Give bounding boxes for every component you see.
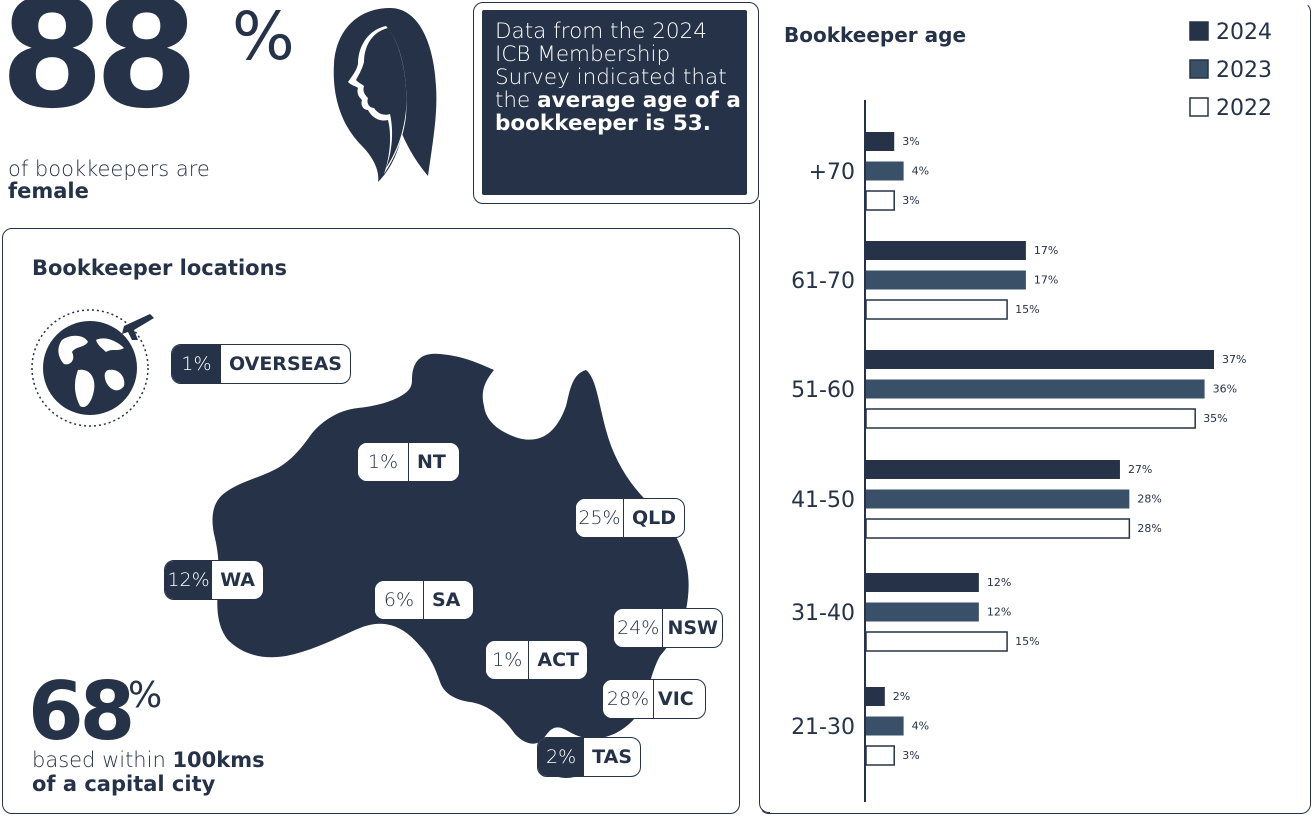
bar-value-label: 17% [1034,274,1058,287]
location-pct: 28% [603,680,654,718]
bar [865,518,1131,539]
bar-value-label: 27% [1128,463,1152,476]
bar [865,190,895,211]
bar [865,631,1008,652]
location-state: ACT [537,649,579,671]
chart-title: Bookkeeper age [784,23,966,47]
info-box-text: Data from the 2024 ICB Membership Survey… [495,20,743,135]
legend-swatch [1189,59,1209,79]
location-pill-qld: 25% QLD [575,498,685,538]
bar-value-label: 2% [893,690,910,703]
bar-value-label: 15% [1015,635,1039,648]
bar [866,241,1026,260]
bar [866,161,904,181]
location-pill-wa: 12% WA [164,560,264,600]
bar-value-label: 15% [1015,303,1039,316]
location-pill-tas: 2% TAS [537,737,641,777]
category-label: 41-50 [791,488,855,513]
location-pct: 2% [538,738,585,776]
location-state: VIC [658,688,694,710]
bar-value-label: 17% [1034,244,1058,257]
globe-plane-icon [31,309,154,427]
info-text-plain: Data from the 2024 ICB Membership Survey… [495,19,727,113]
legend-label: 2023 [1216,58,1272,83]
bar-value-label: 3% [902,194,919,207]
female-stat-unit: % [232,0,295,75]
location-state: OVERSEAS [228,353,342,375]
location-pct: 12% [165,561,213,599]
locations-panel [2,228,740,814]
bar-value-label: 3% [902,749,919,762]
location-pill-nt: 1% NT [357,442,460,482]
info-box [482,10,747,195]
bar-value-label: 28% [1137,493,1161,506]
location-state: TAS [592,746,632,768]
location-pill-sa: 6% SA [374,580,474,620]
bar [866,460,1120,479]
location-pill-vic: 28% VIC [602,679,706,719]
capital-stat-caption: based within 100kms of a capital city [32,748,265,796]
bar [865,408,1196,429]
bar-value-label: 28% [1137,522,1161,535]
bar [865,299,1008,320]
category-label: 21-30 [791,715,855,740]
location-pct: 6% [375,581,424,619]
bar [866,350,1214,369]
location-pill-overseas: 1% OVERSEAS [171,344,351,384]
location-pct: 24% [614,609,664,647]
bar [866,379,1205,399]
category-label: +70 [809,160,855,185]
bar-value-label: 12% [987,606,1011,619]
locations-title: Bookkeeper locations [32,256,288,280]
chart-panel [759,2,1311,814]
bar-value-label: 12% [987,576,1011,589]
legend-label: 2024 [1216,20,1272,45]
age-chart: Bookkeeper age 2024 2023 2022 +70 3% 4% 3% 61-70… [784,20,1272,802]
bar [866,573,979,592]
legend-swatch [1189,21,1209,41]
location-pill-act: 1% ACT [485,640,588,680]
location-state: SA [432,589,461,611]
location-pct: 25% [576,499,624,537]
bar [866,716,904,736]
location-state: NT [417,451,446,473]
location-pill-nsw: 24% NSW [613,608,723,648]
female-stat-line2: female [8,179,89,203]
legend-label: 2022 [1216,96,1272,121]
location-pct: 1% [486,641,530,679]
capital-stat-value: 68 [28,665,135,758]
location-state: QLD [631,507,676,529]
bar-value-label: 4% [912,720,929,733]
capital-line1-plain: based within [32,748,173,772]
bar [866,132,895,151]
info-box-outline [473,2,759,204]
bar [866,602,979,622]
legend-swatch [1189,97,1209,117]
info-text-bold: average age of a bookkeeper is 53. [495,88,741,136]
capital-line2: of a capital city [32,772,216,796]
bar [866,489,1130,509]
female-stat-caption: of bookkeepers are female [8,158,210,202]
location-state: WA [220,569,255,591]
bar-value-label: 36% [1213,383,1237,396]
female-stat-value: 88 [0,0,199,142]
bar-value-label: 37% [1222,353,1246,366]
bar [865,745,895,766]
location-pct: 1% [172,345,221,383]
category-label: 31-40 [791,601,855,626]
female-stat-line1: of bookkeepers are [8,157,210,181]
location-pct: 1% [358,443,409,481]
capital-line1-bold: 100kms [172,748,265,772]
category-label: 51-60 [791,378,855,403]
location-state: NSW [667,617,718,639]
bar-value-label: 4% [912,165,929,178]
bar [866,687,885,706]
category-label: 61-70 [791,269,855,294]
capital-stat-unit: % [128,675,163,716]
woman-profile-icon [333,8,437,182]
bar-value-label: 35% [1203,412,1227,425]
bar-value-label: 3% [902,135,919,148]
bar [866,270,1026,290]
